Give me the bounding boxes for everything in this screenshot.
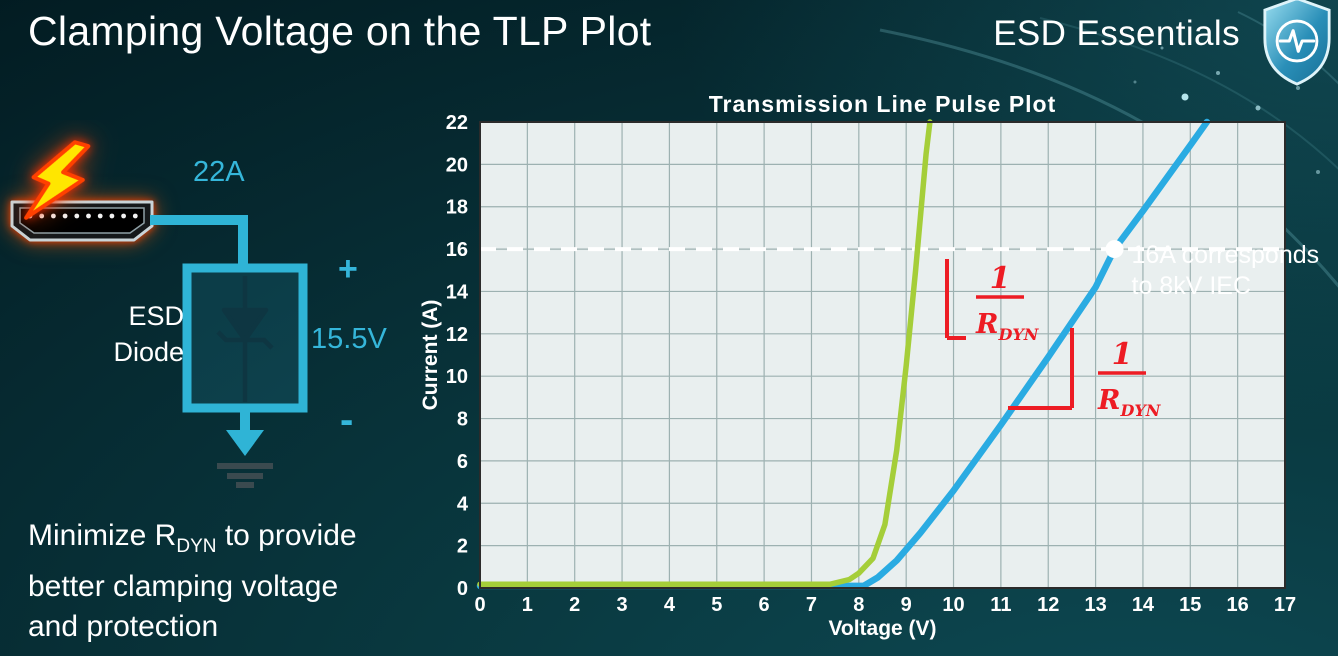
x-tick-label: 11 [990, 594, 1011, 616]
x-tick-label: 7 [806, 594, 817, 616]
series-blue-shallow-slope-device [476, 118, 1211, 590]
series-green-steep-slope-device [477, 119, 933, 587]
y-axis-label: Current (A) [419, 300, 442, 411]
x-tick-label: 8 [853, 594, 864, 616]
clamping-voltage-label: 15.5V [311, 323, 387, 355]
note-line1-subscript: DYN [176, 536, 217, 557]
y-tick-label: 14 [446, 281, 469, 303]
ground-arrow [226, 430, 264, 456]
y-tick-label: 2 [457, 536, 468, 558]
x-tick-label: 14 [1132, 594, 1155, 616]
x-tick-label: 4 [664, 594, 676, 616]
y-tick-label: 0 [457, 578, 468, 600]
pulse-circle [1275, 19, 1319, 63]
wire-top [150, 215, 248, 272]
y-tick-label: 8 [457, 409, 468, 431]
x-tick-label: 3 [616, 594, 627, 616]
pulse-line-icon [1278, 29, 1316, 53]
y-tick-label: 20 [446, 154, 468, 176]
esd-diode-label: ESD Diode [94, 298, 184, 370]
x-tick-label: 5 [711, 594, 722, 616]
slope-fraction-numerator: 1 [990, 261, 1011, 296]
plus-terminal-label: + [338, 250, 358, 288]
y-tick-label: 6 [457, 451, 468, 473]
x-tick-label: 0 [474, 594, 485, 616]
y-tick-label: 16 [446, 239, 468, 261]
marker-dot [1105, 240, 1124, 259]
plot-area [480, 122, 1285, 588]
x-tick-label: 12 [1037, 594, 1059, 616]
x-axis-label: Voltage (V) [828, 617, 936, 640]
note-line1-pre: Minimize R [28, 519, 177, 552]
marker-label-line1: 16A corresponds [1132, 241, 1320, 269]
lightning-bolt-icon [24, 140, 91, 220]
x-tick-label: 6 [759, 594, 770, 616]
y-tick-label: 4 [457, 493, 469, 515]
x-tick-label: 10 [942, 594, 964, 616]
minus-terminal-label: - [340, 398, 354, 442]
background-swoosh [1039, 17, 1338, 170]
chart-title: Transmission Line Pulse Plot [709, 92, 1057, 117]
x-tick-label: 16 [1227, 594, 1249, 616]
x-tick-label: 1 [522, 594, 533, 616]
esd-strike-circuit-diagram [10, 140, 308, 488]
slide-title: Clamping Voltage on the TLP Plot [28, 8, 652, 54]
y-tick-label: 12 [446, 324, 468, 346]
brand-text: ESD Essentials [993, 14, 1240, 53]
esd-diode-label-line2: Diode [113, 337, 184, 367]
note-line2: better clamping voltage [28, 570, 339, 603]
note-line3: and protection [28, 610, 219, 643]
note-line1-post: to provide [216, 519, 357, 552]
note-line1: Minimize RDYN to provide [28, 516, 357, 567]
earth-ground-symbol [217, 463, 273, 488]
x-tick-label: 9 [901, 594, 912, 616]
x-tick-label: 15 [1179, 594, 1201, 616]
takeaway-note: Minimize RDYN to provide better clamping… [28, 516, 357, 647]
marker-label-line2: to 8kV IEC [1132, 272, 1252, 300]
tlp-chart: Transmission Line Pulse Plot Voltage (V) C… [419, 92, 1320, 640]
plot-border [479, 121, 1286, 589]
esd-diode-label-line1: ESD [128, 301, 184, 331]
y-tick-label: 10 [446, 366, 468, 388]
strike-current-label: 22A [193, 156, 245, 188]
zener-diode-symbol [216, 276, 274, 402]
shield-pulse-icon [1263, 0, 1331, 86]
hdmi-connector-icon [10, 200, 154, 242]
x-tick-label: 17 [1274, 594, 1296, 616]
y-tick-label: 22 [446, 112, 468, 134]
slope-fraction-numerator: 1 [1112, 337, 1133, 372]
y-tick-label: 18 [446, 197, 468, 219]
x-tick-label: 13 [1084, 594, 1106, 616]
x-tick-label: 2 [569, 594, 580, 616]
